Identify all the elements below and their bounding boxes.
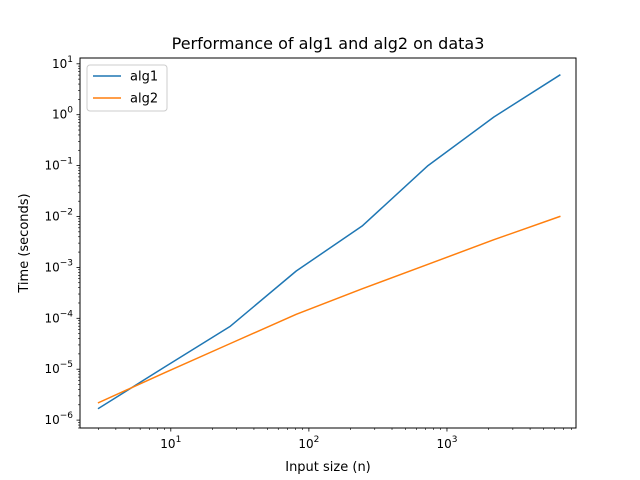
chart-title: Performance of alg1 and alg2 on data3 [172, 34, 485, 53]
x-tick-label: 102 [298, 435, 319, 451]
y-tick-label: 10−2 [44, 208, 73, 224]
legend-label-alg1: alg1 [130, 70, 158, 85]
axes-frame [79, 57, 577, 429]
y-tick-label: 10−1 [44, 157, 73, 173]
series-line-alg1 [97, 74, 561, 410]
y-tick-label: 100 [52, 106, 73, 122]
y-tick-label: 10−6 [44, 411, 73, 427]
x-tick-label: 101 [160, 435, 181, 451]
y-tick-label: 101 [52, 55, 73, 71]
plot-area [97, 74, 561, 410]
x-axis-label: Input size (n) [285, 460, 371, 475]
legend: alg1 alg2 [86, 64, 168, 112]
legend-label-alg2: alg2 [130, 92, 158, 107]
y-axis: 10−6 10−5 10−4 10−3 10−2 10−1 100 101 [44, 55, 80, 429]
y-tick-label: 10−3 [44, 258, 73, 274]
x-axis: 101 102 103 [98, 428, 572, 451]
y-tick-label: 10−5 [44, 360, 73, 376]
y-tick-label: 10−4 [44, 309, 73, 325]
y-axis-label: Time (seconds) [17, 193, 32, 293]
series-line-alg2 [97, 215, 561, 404]
x-tick-label: 103 [436, 435, 457, 451]
